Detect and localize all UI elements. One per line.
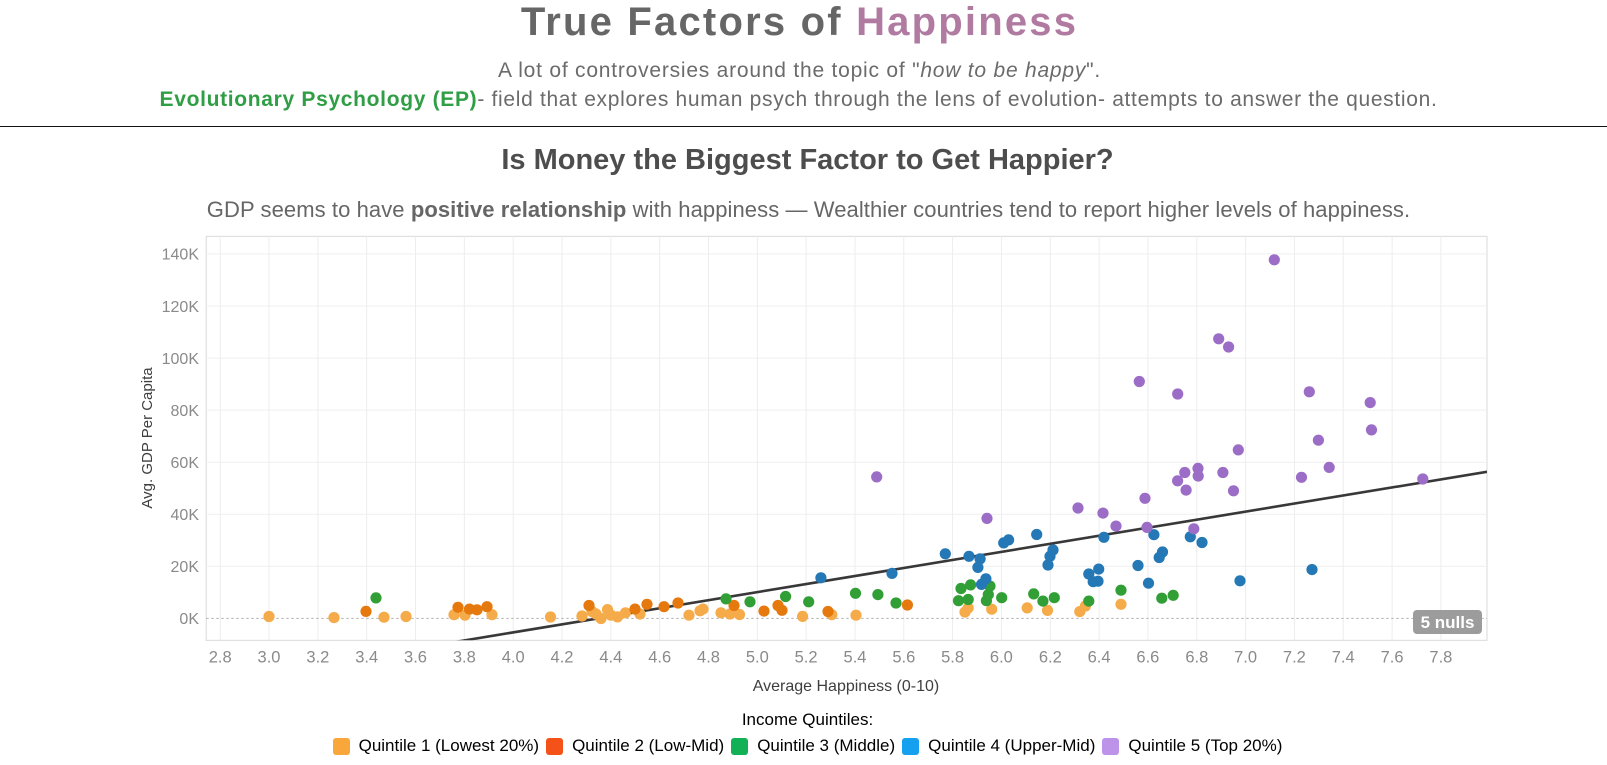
svg-text:4.4: 4.4 [599,649,622,667]
svg-text:100K: 100K [162,351,200,368]
svg-text:6.4: 6.4 [1088,649,1111,667]
svg-text:5.8: 5.8 [941,649,964,667]
svg-text:60K: 60K [171,455,200,472]
svg-text:7.2: 7.2 [1283,649,1306,667]
svg-text:40K: 40K [171,507,200,524]
svg-text:7.4: 7.4 [1332,649,1355,667]
svg-text:3.6: 3.6 [404,649,427,667]
svg-text:3.2: 3.2 [306,649,329,667]
svg-text:20K: 20K [171,559,200,576]
svg-text:140K: 140K [162,247,200,264]
svg-text:4.0: 4.0 [502,649,525,667]
svg-text:5.6: 5.6 [892,649,915,667]
svg-text:7.8: 7.8 [1429,649,1452,667]
svg-text:6.6: 6.6 [1136,649,1159,667]
svg-text:6.0: 6.0 [990,649,1013,667]
svg-text:4.6: 4.6 [648,649,671,667]
svg-text:5 nulls: 5 nulls [1421,613,1475,632]
svg-text:0K: 0K [179,611,199,628]
svg-text:3.4: 3.4 [355,649,378,667]
svg-text:4.2: 4.2 [551,649,574,667]
svg-text:5.4: 5.4 [844,649,867,667]
svg-text:3.8: 3.8 [453,649,476,667]
svg-text:Average Happiness (0-10): Average Happiness (0-10) [753,678,939,695]
svg-text:4.8: 4.8 [697,649,720,667]
svg-text:7.6: 7.6 [1381,649,1404,667]
svg-text:5.2: 5.2 [795,649,818,667]
svg-text:6.8: 6.8 [1185,649,1208,667]
svg-text:6.2: 6.2 [1039,649,1062,667]
svg-text:120K: 120K [162,299,200,316]
svg-text:2.8: 2.8 [209,649,232,667]
svg-text:5.0: 5.0 [746,649,769,667]
svg-text:Avg. GDP Per Capita: Avg. GDP Per Capita [139,367,156,509]
svg-text:3.0: 3.0 [258,649,281,667]
svg-text:7.0: 7.0 [1234,649,1257,667]
svg-text:80K: 80K [171,403,200,420]
